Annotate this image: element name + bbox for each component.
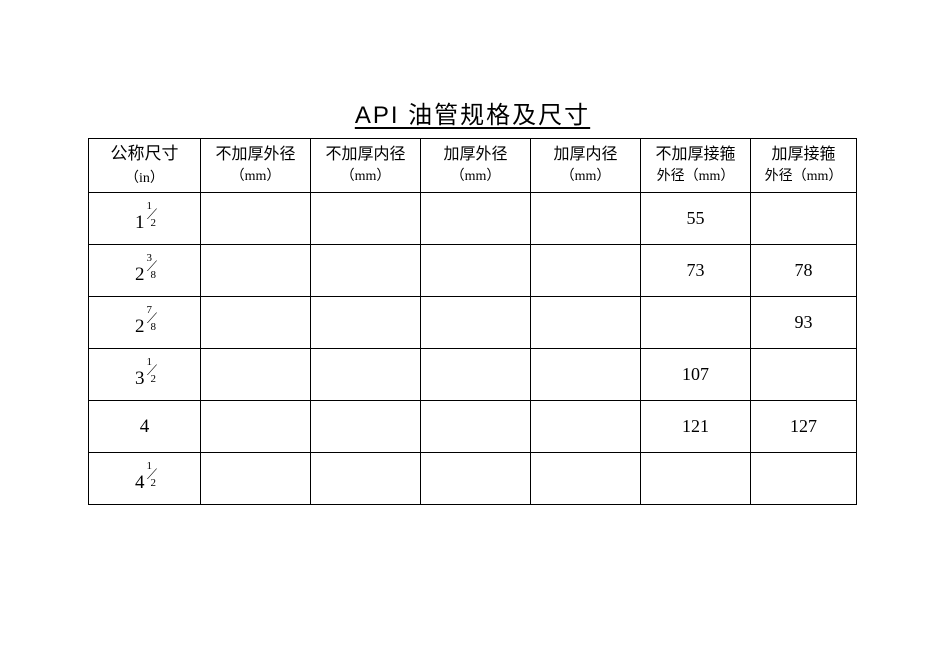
- cell-value: 121: [641, 401, 751, 453]
- cell-value: [201, 349, 311, 401]
- cell-value: 55: [641, 193, 751, 245]
- cell-value: 73: [641, 245, 751, 297]
- cell-value: [311, 297, 421, 349]
- header-unit: （mm）: [561, 169, 611, 184]
- table-row: 4 121127: [89, 401, 857, 453]
- fraction-denominator: 2: [151, 218, 157, 229]
- cell-value: [751, 349, 857, 401]
- col-nonthick-coupling-od: 不加厚接箍 外径（mm）: [641, 139, 751, 193]
- header-text: 不加厚接箍: [655, 146, 735, 163]
- cell-value: [201, 297, 311, 349]
- fraction-denominator: 2: [151, 478, 157, 489]
- header-unit: 外径（mm）: [765, 169, 843, 184]
- fraction-denominator: 2: [151, 374, 157, 385]
- size-fraction: 7⁄8: [149, 305, 155, 333]
- cell-value: 93: [751, 297, 857, 349]
- fraction-denominator: 8: [151, 270, 157, 281]
- cell-value: [421, 453, 531, 505]
- cell-value: [421, 193, 531, 245]
- col-thick-coupling-od: 加厚接箍 外径（mm）: [751, 139, 857, 193]
- spec-table: 公称尺寸 （in） 不加厚外径 （mm） 不加厚内径 （mm） 加厚外径 （mm…: [88, 138, 857, 505]
- cell-value: 78: [751, 245, 857, 297]
- header-unit: 外径（mm）: [657, 169, 735, 184]
- cell-value: [201, 453, 311, 505]
- size-whole: 3: [135, 368, 145, 389]
- size-whole: 4: [135, 472, 145, 493]
- cell-value: 107: [641, 349, 751, 401]
- cell-nominal-size: 3 1⁄2: [89, 349, 201, 401]
- table-row: 2 3⁄8 7378: [89, 245, 857, 297]
- cell-value: [311, 401, 421, 453]
- size-whole: 2: [135, 316, 145, 337]
- cell-value: [311, 193, 421, 245]
- cell-value: 127: [751, 401, 857, 453]
- header-text: 加厚外径: [443, 146, 507, 163]
- cell-value: [531, 297, 641, 349]
- cell-value: [421, 245, 531, 297]
- header-text: 公称尺寸: [111, 144, 179, 163]
- header-unit: （mm）: [231, 169, 281, 184]
- size-fraction: 3⁄8: [149, 253, 155, 281]
- cell-value: [201, 193, 311, 245]
- cell-value: [421, 349, 531, 401]
- header-unit: （in）: [125, 171, 164, 186]
- header-text: 加厚内径: [553, 146, 617, 163]
- cell-value: [531, 453, 641, 505]
- cell-value: [311, 349, 421, 401]
- header-text: 不加厚外径: [215, 146, 295, 163]
- table-body: 1 1⁄2 55 2 3⁄8 7378 2 7⁄8 93 3 1⁄2 107 4 121127 4 1⁄2: [89, 193, 857, 505]
- table-row: 3 1⁄2 107: [89, 349, 857, 401]
- col-nonthick-id: 不加厚内径 （mm）: [311, 139, 421, 193]
- header-unit: （mm）: [451, 169, 501, 184]
- header-text: 加厚接箍: [771, 146, 835, 163]
- cell-value: [421, 401, 531, 453]
- cell-value: [531, 193, 641, 245]
- page-title: API 油管规格及尺寸: [355, 95, 590, 130]
- cell-value: [531, 401, 641, 453]
- size-whole: 1: [135, 212, 145, 233]
- size-fraction: 1⁄2: [149, 201, 155, 229]
- cell-value: [531, 245, 641, 297]
- cell-value: [311, 453, 421, 505]
- col-thick-id: 加厚内径 （mm）: [531, 139, 641, 193]
- cell-nominal-size: 1 1⁄2: [89, 193, 201, 245]
- cell-value: [641, 297, 751, 349]
- col-nonthick-od: 不加厚外径 （mm）: [201, 139, 311, 193]
- table-row: 1 1⁄2 55: [89, 193, 857, 245]
- fraction-denominator: 8: [151, 322, 157, 333]
- cell-value: [311, 245, 421, 297]
- cell-value: [751, 193, 857, 245]
- size-whole: 2: [135, 264, 145, 285]
- cell-value: [421, 297, 531, 349]
- cell-value: [531, 349, 641, 401]
- cell-nominal-size: 4 1⁄2: [89, 453, 201, 505]
- col-thick-od: 加厚外径 （mm）: [421, 139, 531, 193]
- cell-value: [201, 245, 311, 297]
- size-whole: 4: [140, 416, 150, 437]
- table-row: 4 1⁄2: [89, 453, 857, 505]
- header-text: 不加厚内径: [325, 146, 405, 163]
- cell-nominal-size: 2 7⁄8: [89, 297, 201, 349]
- size-fraction: 1⁄2: [149, 357, 155, 385]
- col-nominal-size: 公称尺寸 （in）: [89, 139, 201, 193]
- cell-value: [641, 453, 751, 505]
- cell-value: [751, 453, 857, 505]
- cell-nominal-size: 2 3⁄8: [89, 245, 201, 297]
- header-unit: （mm）: [341, 169, 391, 184]
- size-fraction: 1⁄2: [149, 461, 155, 489]
- cell-nominal-size: 4: [89, 401, 201, 453]
- table-row: 2 7⁄8 93: [89, 297, 857, 349]
- table-header-row: 公称尺寸 （in） 不加厚外径 （mm） 不加厚内径 （mm） 加厚外径 （mm…: [89, 139, 857, 193]
- cell-value: [201, 401, 311, 453]
